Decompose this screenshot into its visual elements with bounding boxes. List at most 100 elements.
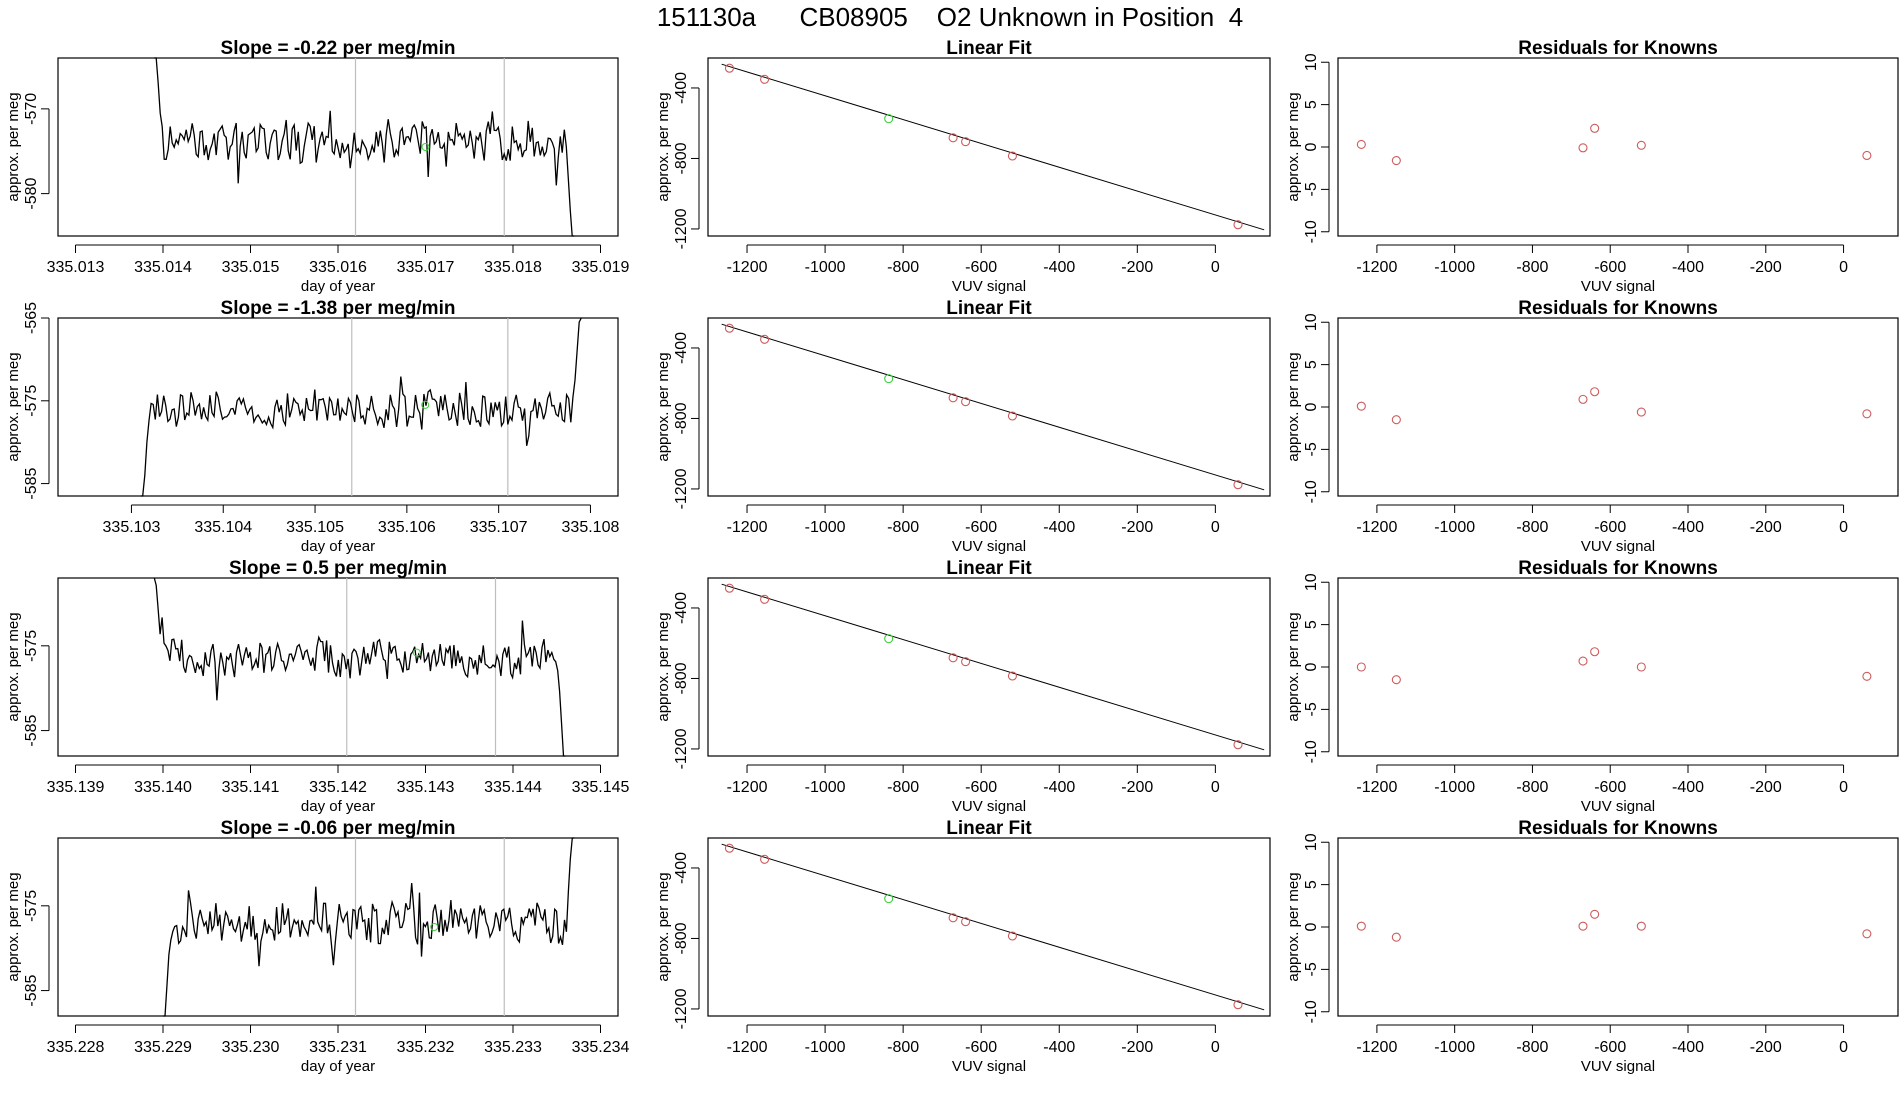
x-axis-label: day of year	[301, 278, 375, 295]
y-tick-label: 5	[1303, 620, 1320, 629]
known-point	[1007, 411, 1017, 421]
y-axis-label: approx. per meg	[5, 352, 22, 461]
y-tick-label: -800	[673, 402, 690, 434]
plot-frame-r4c2	[707, 837, 1271, 1017]
y-tick-label: 10	[1303, 833, 1320, 851]
residual-point	[1578, 394, 1588, 404]
x-tick-label: -600	[1594, 259, 1626, 276]
series-line	[163, 837, 575, 1017]
plot-title: Residuals for Knowns	[1518, 558, 1718, 579]
plot-title: Linear Fit	[946, 558, 1032, 579]
x-tick-label: -1000	[1434, 779, 1475, 796]
x-tick-label: -400	[1043, 519, 1075, 536]
y-axis-label: approx. per meg	[5, 872, 22, 981]
x-axis-label: VUV signal	[952, 538, 1026, 555]
known-point	[1233, 1000, 1243, 1010]
residual-point	[1862, 409, 1872, 419]
known-point	[948, 653, 958, 663]
x-tick-label: 0	[1839, 259, 1848, 276]
y-tick-label: -800	[673, 662, 690, 694]
x-tick-label: -1000	[1434, 1039, 1475, 1056]
y-axis-label: approx. per meg	[1285, 352, 1302, 461]
x-tick-label: -200	[1121, 1039, 1153, 1056]
x-tick-label: 0	[1839, 519, 1848, 536]
known-point	[724, 323, 735, 333]
x-tick-label: 0	[1839, 1039, 1848, 1056]
x-tick-label: -1200	[727, 1039, 768, 1056]
y-tick-label: -580	[23, 178, 40, 210]
x-tick-label: -600	[965, 519, 997, 536]
x-tick-label: -800	[1516, 1039, 1548, 1056]
x-tick-label: 335.108	[562, 519, 620, 536]
x-tick-label: -800	[887, 259, 919, 276]
x-tick-label: 335.140	[134, 779, 192, 796]
plot-frame-r1c1	[57, 57, 619, 237]
residual-point	[1590, 387, 1600, 397]
y-tick-label: 5	[1303, 360, 1320, 369]
plot-frame-r2c2	[707, 317, 1271, 497]
y-axis-label: approx. per meg	[655, 872, 672, 981]
known-point	[948, 393, 958, 403]
x-tick-label: -200	[1750, 779, 1782, 796]
known-point	[948, 913, 958, 923]
y-axis-label: approx. per meg	[1285, 92, 1302, 201]
residual-point	[1578, 143, 1588, 153]
plot-title: Slope = -0.22 per meg/min	[221, 38, 456, 59]
known-point	[724, 63, 735, 73]
x-tick-label: -400	[1672, 779, 1704, 796]
known-point	[948, 133, 958, 143]
plot-title: Slope = 0.5 per meg/min	[229, 558, 447, 579]
plot-title: Linear Fit	[946, 38, 1032, 59]
y-tick-label: -5	[1303, 442, 1320, 456]
x-tick-label: 335.103	[103, 519, 161, 536]
fit-line	[721, 583, 1265, 751]
residual-point	[1862, 671, 1872, 681]
x-axis-label: day of year	[301, 798, 375, 815]
x-tick-label: 335.105	[286, 519, 344, 536]
known-point	[1233, 480, 1243, 490]
x-tick-label: -1000	[805, 779, 846, 796]
y-tick-label: -565	[23, 302, 40, 334]
y-tick-label: 10	[1303, 313, 1320, 331]
x-tick-label: -600	[965, 779, 997, 796]
x-tick-label: -400	[1672, 1039, 1704, 1056]
y-tick-label: -1200	[673, 468, 690, 509]
x-tick-label: -200	[1750, 519, 1782, 536]
residual-point	[1391, 415, 1401, 425]
x-tick-label: 335.017	[397, 259, 455, 276]
x-axis-label: VUV signal	[1581, 1058, 1655, 1075]
residual-point	[1636, 140, 1646, 150]
x-tick-label: -600	[1594, 519, 1626, 536]
unknown-point	[884, 114, 894, 124]
x-tick-label: 335.106	[378, 519, 436, 536]
y-tick-label: -5	[1303, 702, 1320, 716]
residual-point	[1356, 662, 1366, 672]
x-tick-label: 335.144	[484, 779, 542, 796]
y-tick-label: -800	[673, 142, 690, 174]
y-tick-label: -800	[673, 922, 690, 954]
residual-point	[1636, 662, 1646, 672]
plot-frame-r1c2	[707, 57, 1271, 237]
x-tick-label: 335.014	[134, 259, 192, 276]
x-axis-label: VUV signal	[1581, 798, 1655, 815]
x-tick-label: 335.145	[572, 779, 630, 796]
unknown-sample-point	[430, 923, 439, 931]
x-tick-label: -1200	[1356, 519, 1397, 536]
x-tick-label: -1000	[805, 1039, 846, 1056]
y-tick-label: -5	[1303, 182, 1320, 196]
residual-point	[1578, 921, 1588, 931]
y-tick-label: -400	[673, 852, 690, 884]
x-tick-label: -1200	[727, 259, 768, 276]
x-axis-label: VUV signal	[952, 798, 1026, 815]
known-point	[961, 137, 971, 147]
x-axis-label: VUV signal	[952, 278, 1026, 295]
x-tick-label: 335.015	[222, 259, 280, 276]
residual-point	[1356, 921, 1366, 931]
x-tick-label: 335.234	[572, 1039, 630, 1056]
y-tick-label: -1200	[673, 988, 690, 1029]
known-point	[1007, 671, 1017, 681]
y-axis-label: approx. per meg	[655, 352, 672, 461]
x-tick-label: -1200	[1356, 259, 1397, 276]
plot-title: Residuals for Knowns	[1518, 818, 1718, 839]
